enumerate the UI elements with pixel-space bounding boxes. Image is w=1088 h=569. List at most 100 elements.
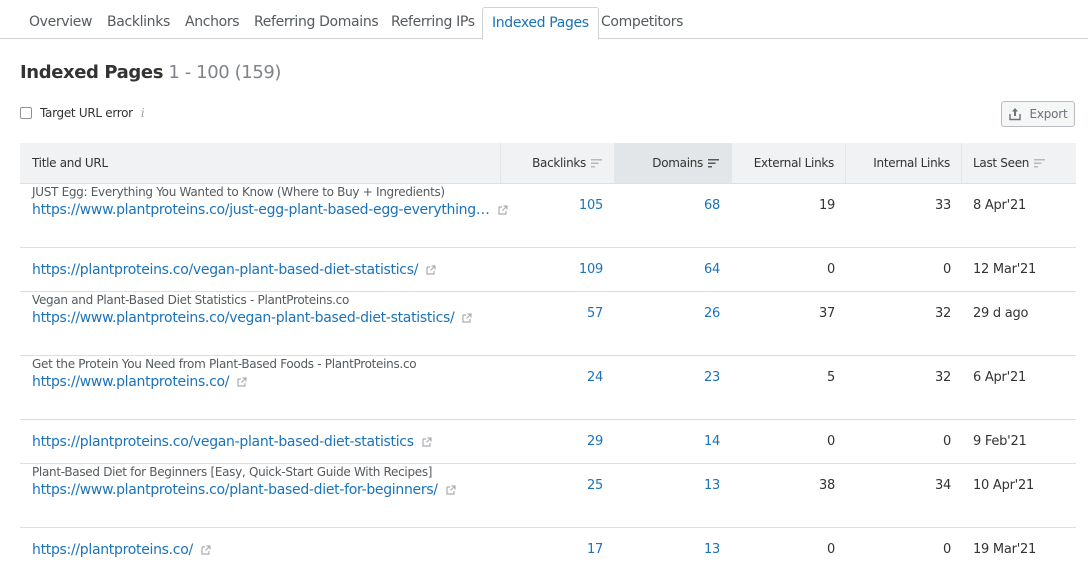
target-url-error-filter: Target URL error i xyxy=(20,105,145,121)
backlinks-value[interactable]: 109 xyxy=(578,262,603,277)
title-url-cell: https://plantproteins.co/vegan-plant-bas… xyxy=(20,420,501,463)
column-label: Last Seen xyxy=(973,156,1030,170)
last-seen-value: 6 Apr'21 xyxy=(973,370,1027,385)
backlinks-value[interactable]: 29 xyxy=(586,434,603,449)
column-label: Domains xyxy=(652,156,703,170)
external-link-icon[interactable] xyxy=(422,436,432,447)
last-seen-value: 8 Apr'21 xyxy=(973,198,1027,213)
external-links-value: 0 xyxy=(826,542,835,557)
domains-value[interactable]: 13 xyxy=(703,478,720,493)
page-title: Plant-Based Diet for Beginners [Easy, Qu… xyxy=(32,465,433,479)
domains-value[interactable]: 23 xyxy=(703,370,720,385)
column-domains[interactable]: Domains xyxy=(615,143,732,183)
title-url-cell: Get the Protein You Need from Plant-Base… xyxy=(20,356,501,419)
last-seen-value: 12 Mar'21 xyxy=(973,262,1037,277)
title-url-cell: https://plantproteins.co/ xyxy=(20,528,501,569)
target-url-error-label[interactable]: Target URL error xyxy=(40,106,133,120)
last-seen-value: 9 Feb'21 xyxy=(973,434,1027,449)
page-title: Indexed Pages 1 - 100 (159) xyxy=(20,62,281,83)
page-title-text: Indexed Pages xyxy=(20,62,164,83)
table-row: https://plantproteins.co/vegan-plant-bas… xyxy=(20,248,1076,292)
page-url-link[interactable]: https://plantproteins.co/vegan-plant-bas… xyxy=(32,433,414,450)
sort-icon xyxy=(591,158,602,167)
external-links-value: 5 xyxy=(826,370,835,385)
page-url-link[interactable]: https://plantproteins.co/ xyxy=(32,541,193,558)
internal-links-value: 0 xyxy=(942,262,951,277)
tab-overview[interactable]: Overview xyxy=(29,14,93,30)
table-row: Plant-Based Diet for Beginners [Easy, Qu… xyxy=(20,464,1076,528)
target-url-error-checkbox[interactable] xyxy=(20,107,32,119)
external-link-icon[interactable] xyxy=(497,205,508,215)
backlinks-value[interactable]: 105 xyxy=(578,198,603,213)
url-line: https://www.plantproteins.co/just-egg-pl… xyxy=(32,200,508,220)
table-row: https://plantproteins.co/17 13 0 0 19 Mar'21 xyxy=(20,528,1076,569)
page-url-link[interactable]: https://www.plantproteins.co/vegan-plant… xyxy=(32,310,455,326)
external-link-icon[interactable] xyxy=(201,544,211,555)
column-label: Title and URL xyxy=(32,156,108,170)
column-external-links: External Links xyxy=(732,143,846,183)
title-url-cell: JUST Egg: Everything You Wanted to Know … xyxy=(20,184,508,247)
tab-referring-ips[interactable]: Referring IPs xyxy=(391,14,475,30)
column-internal-links: Internal Links xyxy=(846,143,962,183)
internal-links-value: 0 xyxy=(942,542,951,557)
tab-anchors[interactable]: Anchors xyxy=(185,14,240,30)
table-row: Vegan and Plant-Based Diet Statistics - … xyxy=(20,292,1076,356)
domains-value[interactable]: 26 xyxy=(703,306,720,321)
title-url-cell: Plant-Based Diet for Beginners [Easy, Qu… xyxy=(20,464,501,527)
external-link-icon[interactable] xyxy=(237,377,247,387)
url-line: https://plantproteins.co/ xyxy=(32,540,211,560)
column-label: External Links xyxy=(753,156,835,170)
sort-descending-icon xyxy=(708,158,719,167)
last-seen-value: 19 Mar'21 xyxy=(973,542,1037,557)
domains-value[interactable]: 68 xyxy=(703,198,720,213)
domains-value[interactable]: 13 xyxy=(703,542,720,557)
domains-value[interactable]: 14 xyxy=(703,434,720,449)
page-url-link[interactable]: https://www.plantproteins.co/plant-based… xyxy=(32,482,438,498)
url-line: https://plantproteins.co/vegan-plant-bas… xyxy=(32,260,436,280)
tab-indexed-pages[interactable]: Indexed Pages xyxy=(482,7,599,40)
table-header: Title and URL Backlinks Domains External… xyxy=(20,143,1076,184)
title-url-cell: https://plantproteins.co/vegan-plant-bas… xyxy=(20,248,501,291)
url-line: https://www.plantproteins.co/vegan-plant… xyxy=(32,308,473,328)
tab-referring-domains[interactable]: Referring Domains xyxy=(254,14,379,30)
internal-links-value: 32 xyxy=(934,370,951,385)
domains-value[interactable]: 64 xyxy=(703,262,720,277)
upload-icon xyxy=(1009,108,1022,121)
external-links-value: 19 xyxy=(818,198,835,213)
backlinks-value[interactable]: 25 xyxy=(586,478,603,493)
info-icon[interactable]: i xyxy=(140,106,145,120)
export-button[interactable]: Export xyxy=(1001,101,1075,127)
external-link-icon[interactable] xyxy=(462,313,473,323)
tab-competitors[interactable]: Competitors xyxy=(601,14,684,30)
column-label: Backlinks xyxy=(532,156,586,170)
backlinks-value[interactable]: 57 xyxy=(586,306,603,321)
page-title: JUST Egg: Everything You Wanted to Know … xyxy=(32,185,445,199)
column-backlinks[interactable]: Backlinks xyxy=(501,143,615,183)
table-body: JUST Egg: Everything You Wanted to Know … xyxy=(20,184,1076,569)
last-seen-value: 29 d ago xyxy=(973,306,1029,321)
column-last-seen[interactable]: Last Seen xyxy=(962,143,1076,183)
url-line: https://www.plantproteins.co/plant-based… xyxy=(32,480,456,500)
page-url-link[interactable]: https://plantproteins.co/vegan-plant-bas… xyxy=(32,261,419,278)
page-title: Get the Protein You Need from Plant-Base… xyxy=(32,357,417,371)
table-row: JUST Egg: Everything You Wanted to Know … xyxy=(20,184,1076,248)
backlinks-value[interactable]: 17 xyxy=(586,542,603,557)
tab-bar: Overview Backlinks Anchors Referring Dom… xyxy=(0,0,1088,40)
backlinks-value[interactable]: 24 xyxy=(586,370,603,385)
result-range: 1 - 100 (159) xyxy=(168,62,282,83)
title-url-cell: Vegan and Plant-Based Diet Statistics - … xyxy=(20,292,501,355)
column-label: Internal Links xyxy=(873,156,950,170)
external-link-icon[interactable] xyxy=(426,264,436,275)
page-url-link[interactable]: https://www.plantproteins.co/just-egg-pl… xyxy=(32,202,490,218)
last-seen-value: 10 Apr'21 xyxy=(973,478,1035,493)
external-link-icon[interactable] xyxy=(446,485,456,495)
indexed-pages-table: Title and URL Backlinks Domains External… xyxy=(20,143,1076,569)
external-links-value: 0 xyxy=(826,434,835,449)
internal-links-value: 0 xyxy=(942,434,951,449)
external-links-value: 38 xyxy=(818,478,835,493)
export-label: Export xyxy=(1029,107,1068,121)
tab-backlinks[interactable]: Backlinks xyxy=(107,14,170,30)
page-url-link[interactable]: https://www.plantproteins.co/ xyxy=(32,374,230,390)
external-links-value: 0 xyxy=(826,262,835,277)
external-links-value: 37 xyxy=(818,306,835,321)
